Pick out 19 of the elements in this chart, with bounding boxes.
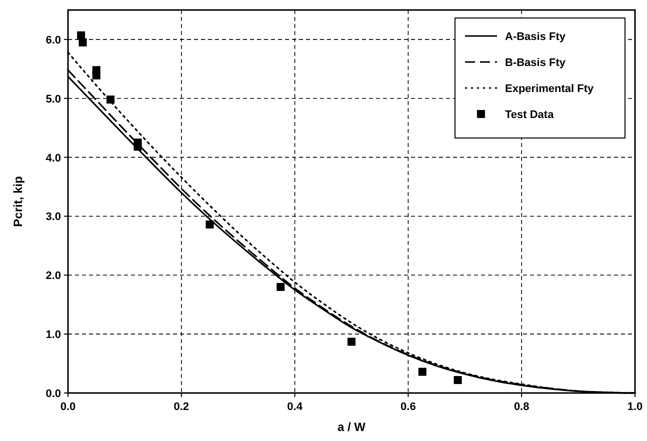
y-tick-label: 1.0 <box>46 329 61 342</box>
x-axis-title: a / W <box>337 420 366 434</box>
legend-label: Experimental Fty <box>505 83 595 95</box>
y-tick-label: 3.0 <box>46 211 61 224</box>
legend-label: Test Data <box>505 109 555 121</box>
x-tick-label: 0.6 <box>400 401 416 413</box>
y-tick-label: 2.0 <box>46 270 61 282</box>
y-tick-label: 4.0 <box>46 152 61 164</box>
y-tick-label: 0.0 <box>46 388 61 400</box>
y-tick-label: 6.0 <box>46 34 61 46</box>
legend-label: B-Basis Fty <box>505 57 566 69</box>
x-tick-label: 0.8 <box>514 401 530 413</box>
y-axis-title: Pcrit, kip <box>11 176 25 227</box>
x-tick-label: 0.0 <box>60 401 76 413</box>
y-tick-label: 5.0 <box>46 93 61 106</box>
x-tick-label: 1.0 <box>627 401 643 413</box>
x-tick-label: 0.2 <box>174 401 190 413</box>
x-tick-label: 0.4 <box>287 401 304 413</box>
legend-label: A-Basis Fty <box>505 31 566 43</box>
